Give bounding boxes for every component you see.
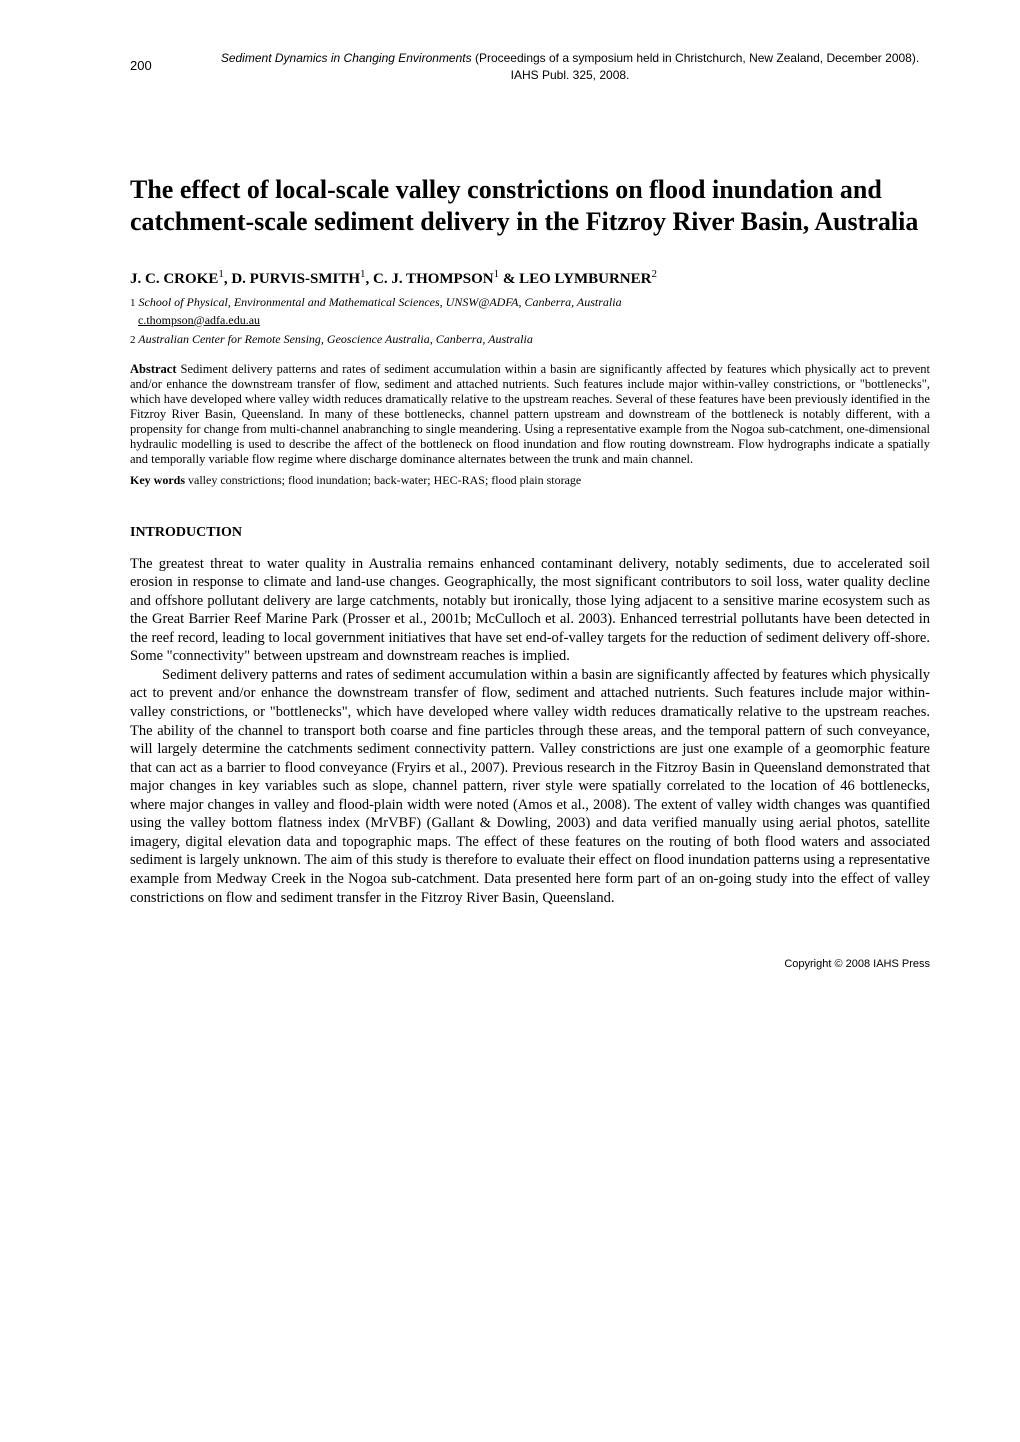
keywords-text: valley constrictions; flood inundation; … [185,473,581,487]
authors-line: J. C. CROKE1, D. PURVIS-SMITH1, C. J. TH… [130,267,930,290]
page-number: 200 [130,58,152,75]
paper-title: The effect of local-scale valley constri… [130,174,930,239]
body-paragraph-1: The greatest threat to water quality in … [130,555,930,666]
affiliation-email: c.thompson@adfa.edu.au [138,313,930,329]
abstract-text: Sediment delivery patterns and rates of … [130,362,930,466]
affiliation: 2 Australian Center for Remote Sensing, … [130,332,930,348]
abstract-block: Abstract Sediment delivery patterns and … [130,362,930,467]
keywords-block: Key words valley constrictions; flood in… [130,473,930,489]
copyright-notice: Copyright © 2008 IAHS Press [130,957,930,971]
proceedings-rest: (Proceedings of a symposium held in Chri… [472,51,920,82]
proceedings-title: Sediment Dynamics in Changing Environmen… [221,51,472,65]
affiliation: 1 School of Physical, Environmental and … [130,295,930,311]
section-heading-introduction: INTRODUCTION [130,524,930,542]
keywords-label: Key words [130,473,185,487]
abstract-label: Abstract [130,362,177,376]
body-paragraph-2: Sediment delivery patterns and rates of … [130,666,930,907]
proceedings-info: Sediment Dynamics in Changing Environmen… [210,50,930,84]
